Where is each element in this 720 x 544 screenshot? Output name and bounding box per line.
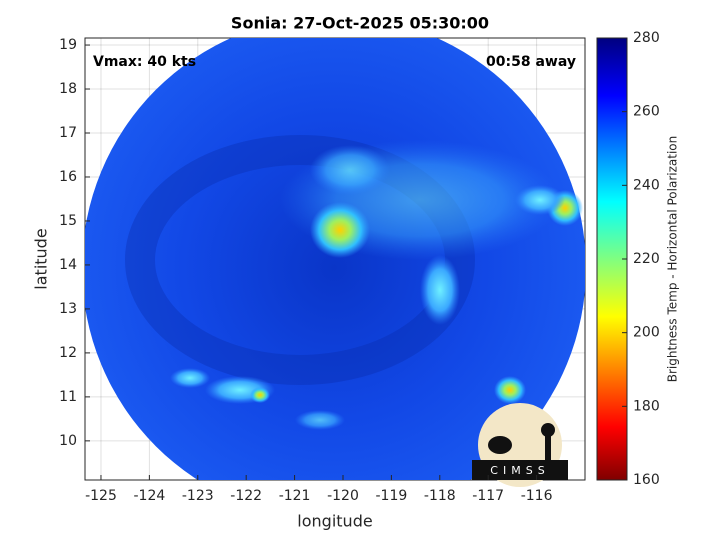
colorbar-tick-label: 160: [633, 472, 660, 488]
x-tick-label: -120: [327, 488, 359, 504]
y-tick-label: 18: [59, 81, 77, 97]
y-tick-label: 10: [59, 433, 77, 449]
convection: [310, 202, 370, 258]
colorbar-tick-label: 200: [633, 325, 660, 341]
x-tick-label: -116: [521, 488, 553, 504]
colorbar-tick-label: 280: [633, 30, 660, 46]
x-tick-label: -119: [375, 488, 407, 504]
colorbar-tick-label: 240: [633, 177, 660, 193]
annotation-left: Vmax: 40 kts: [93, 54, 196, 70]
x-tick-label: -125: [85, 488, 117, 504]
x-tick-label: -123: [182, 488, 214, 504]
x-tick-label: -118: [424, 488, 456, 504]
logo-text: CIMSS: [490, 464, 549, 477]
logo: CIMSS: [472, 403, 568, 487]
colorbar-tick-label: 260: [633, 104, 660, 120]
imagery: [85, 38, 585, 480]
y-tick-label: 16: [59, 169, 77, 185]
colorbar-label: Brightness Temp - Horizontal Polarizatio…: [666, 136, 680, 383]
x-axis-label: longitude: [297, 512, 372, 531]
colorbar-tick-label: 220: [633, 251, 660, 267]
y-tick-label: 19: [59, 37, 77, 53]
y-tick-label: 12: [59, 345, 77, 361]
x-tick-label: -121: [279, 488, 311, 504]
x-tick-label: -124: [133, 488, 165, 504]
x-tick-label: -117: [472, 488, 504, 504]
y-axis-label: latitude: [32, 228, 51, 289]
annotation-right: 00:58 away: [486, 54, 576, 70]
y-tick-label: 14: [59, 257, 77, 273]
y-tick-label: 11: [59, 389, 77, 405]
y-tick-label: 15: [59, 213, 77, 229]
x-tick-label: -122: [230, 488, 262, 504]
y-tick-label: 13: [59, 301, 77, 317]
title: Sonia: 27-Oct-2025 05:30:00: [231, 14, 489, 33]
y-tick-label: 17: [59, 125, 77, 141]
colorbar-tick-label: 180: [633, 398, 660, 414]
